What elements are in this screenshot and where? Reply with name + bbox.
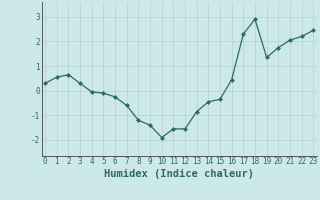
X-axis label: Humidex (Indice chaleur): Humidex (Indice chaleur) bbox=[104, 168, 254, 179]
